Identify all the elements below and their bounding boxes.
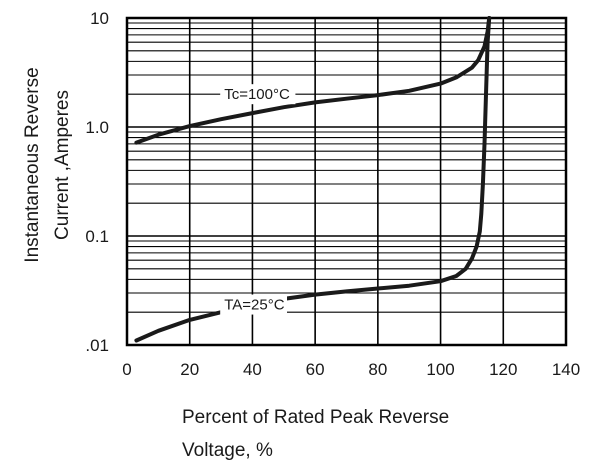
x-tick-label: 40 [243, 360, 262, 379]
x-axis-label-line-1: Percent of Rated Peak Reverse [182, 407, 449, 428]
x-tick-label: 60 [306, 360, 325, 379]
y-axis-label-line-2: Current ,Amperes [52, 90, 73, 240]
y-tick-label: 0.1 [85, 227, 109, 246]
x-tick-labels: 0 20 40 60 80 100 120 140 [122, 360, 580, 379]
annotation-box-1 [220, 84, 296, 105]
annotation-box-2 [220, 294, 288, 315]
y-tick-label: 10 [90, 9, 109, 28]
x-tick-label: 0 [122, 360, 131, 379]
grid [126, 18, 567, 346]
x-axis-label-line-2: Voltage, % [182, 440, 273, 461]
series-line-1 [134, 16, 492, 145]
annotations: Tc=100°C TA=25°C [220, 84, 296, 315]
plot-frame [125, 16, 568, 347]
x-tick-label: 20 [180, 360, 199, 379]
x-tick-label: 140 [552, 360, 580, 379]
annotation-label-1: Tc=100°C [224, 86, 290, 103]
y-tick-label: .01 [85, 336, 109, 355]
x-tick-label: 100 [426, 360, 454, 379]
x-tick-label: 80 [368, 360, 387, 379]
annotation-label-2: TA=25°C [224, 297, 284, 314]
x-tick-label: 120 [489, 360, 517, 379]
y-tick-label: 1.0 [85, 118, 109, 137]
y-axis-label-line-1: Instantaneous Reverse [22, 67, 43, 262]
y-tick-labels: .01 0.1 1.0 10 [85, 9, 109, 355]
